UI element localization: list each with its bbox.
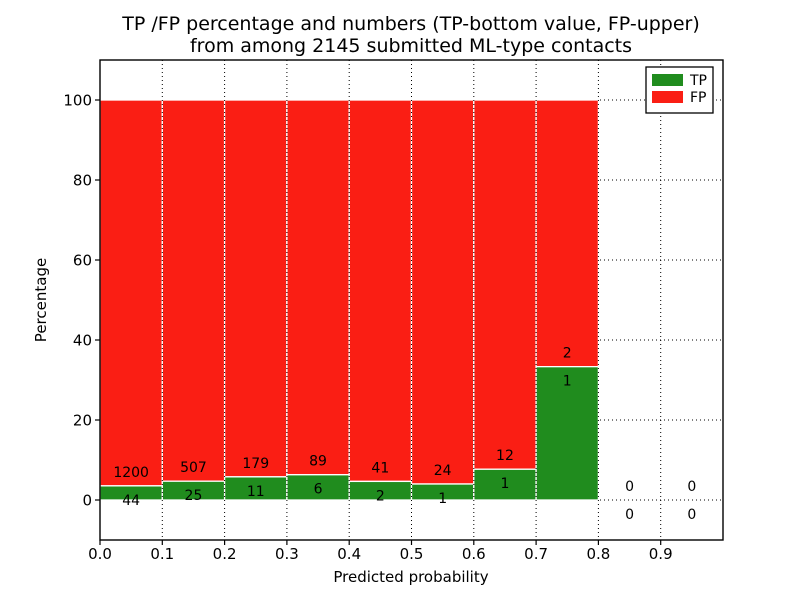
fp-bar-segment bbox=[410, 99, 475, 485]
tp-count-label: 6 bbox=[314, 482, 323, 498]
tp-count-label: 2 bbox=[376, 488, 385, 504]
fp-bar-segment bbox=[348, 99, 413, 483]
tp-count-label: 0 bbox=[625, 507, 634, 523]
chart-title-line1: TP /FP percentage and numbers (TP-bottom… bbox=[121, 13, 700, 35]
fp-count-label: 179 bbox=[242, 456, 269, 472]
x-tick-label: 0.9 bbox=[649, 545, 673, 563]
fp-legend-label: FP bbox=[690, 90, 707, 106]
tp-count-label: 1 bbox=[438, 491, 447, 507]
x-tick-label: 0.5 bbox=[400, 545, 424, 563]
fp-count-label: 0 bbox=[687, 479, 696, 495]
y-tick-label: 100 bbox=[63, 92, 92, 110]
fp-bar-segment bbox=[99, 99, 163, 487]
y-tick-label: 40 bbox=[73, 332, 92, 350]
tp-count-label: 1 bbox=[500, 476, 509, 492]
tp-count-label: 0 bbox=[687, 507, 696, 523]
tp-count-label: 44 bbox=[122, 493, 140, 509]
x-tick-label: 0.2 bbox=[213, 545, 237, 563]
fp-count-label: 41 bbox=[371, 460, 389, 476]
fp-bar-segment bbox=[223, 99, 288, 478]
x-axis-label: Predicted probability bbox=[333, 568, 488, 586]
x-tick-label: 0.6 bbox=[462, 545, 486, 563]
fp-bar-segment bbox=[473, 99, 537, 470]
tp-bar-segment bbox=[473, 468, 537, 501]
fp-count-label: 507 bbox=[180, 460, 207, 476]
fp-bar-segment bbox=[535, 99, 600, 368]
tp-count-label: 1 bbox=[563, 374, 572, 390]
tp-legend-label: TP bbox=[689, 73, 707, 89]
y-tick-label: 20 bbox=[73, 412, 92, 430]
tp-bar-segment bbox=[535, 366, 600, 501]
y-tick-label: 60 bbox=[73, 252, 92, 270]
fp-count-label: 1200 bbox=[113, 465, 149, 481]
fp-bar-segment bbox=[161, 99, 226, 482]
fp-bar-segment bbox=[286, 99, 350, 476]
tp-legend-swatch bbox=[652, 74, 683, 86]
fp-count-label: 12 bbox=[496, 448, 514, 464]
x-tick-label: 0.0 bbox=[88, 545, 112, 563]
y-tick-label: 80 bbox=[73, 172, 92, 190]
x-tick-label: 0.1 bbox=[150, 545, 174, 563]
x-tick-label: 0.3 bbox=[275, 545, 299, 563]
fp-count-label: 2 bbox=[563, 346, 572, 362]
tp-count-label: 25 bbox=[185, 488, 203, 504]
tp-count-label: 11 bbox=[247, 484, 265, 500]
fp-legend-swatch bbox=[652, 91, 683, 103]
fp-count-label: 0 bbox=[625, 479, 634, 495]
y-axis-label: Percentage bbox=[32, 258, 50, 342]
tp-bar-segment bbox=[286, 474, 350, 501]
y-tick-label: 0 bbox=[82, 492, 92, 510]
x-tick-label: 0.4 bbox=[337, 545, 361, 563]
fp-count-label: 89 bbox=[309, 454, 327, 470]
fp-count-label: 24 bbox=[434, 463, 452, 479]
chart-title-line2: from among 2145 submitted ML-type contac… bbox=[190, 35, 632, 57]
x-tick-label: 0.7 bbox=[524, 545, 548, 563]
x-tick-label: 0.8 bbox=[586, 545, 610, 563]
